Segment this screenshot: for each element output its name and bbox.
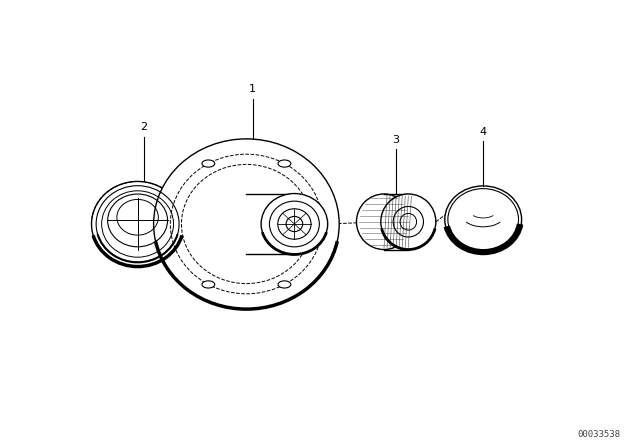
Ellipse shape xyxy=(445,186,522,253)
Ellipse shape xyxy=(92,181,184,267)
Ellipse shape xyxy=(278,281,291,288)
Ellipse shape xyxy=(381,194,436,250)
Ellipse shape xyxy=(202,281,215,288)
Ellipse shape xyxy=(261,194,328,254)
Text: 00033538: 00033538 xyxy=(578,430,621,439)
Ellipse shape xyxy=(176,192,246,256)
Ellipse shape xyxy=(202,160,215,167)
Text: 3: 3 xyxy=(393,135,399,145)
Ellipse shape xyxy=(356,194,412,250)
Ellipse shape xyxy=(154,139,339,309)
Text: 4: 4 xyxy=(479,127,487,137)
Text: 2: 2 xyxy=(140,122,148,132)
Text: 1: 1 xyxy=(250,84,256,94)
Ellipse shape xyxy=(278,160,291,167)
